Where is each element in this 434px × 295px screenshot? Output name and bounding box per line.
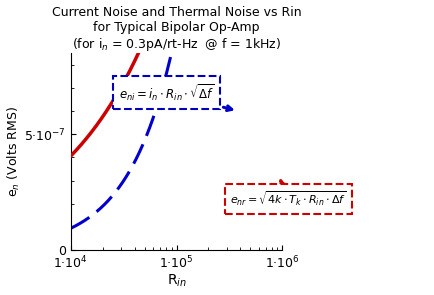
Text: $e_{ni} = i_n \cdot R_{in} \cdot \sqrt{\Delta f}$: $e_{ni} = i_n \cdot R_{in} \cdot \sqrt{\…	[118, 82, 232, 111]
Title: Current Noise and Thermal Noise vs Rin
for Typical Bipolar Op-Amp
(for i$_n$ = 0: Current Noise and Thermal Noise vs Rin f…	[52, 6, 301, 53]
Y-axis label: e$_n$ (Volts RMS): e$_n$ (Volts RMS)	[6, 106, 22, 197]
X-axis label: R$_{in}$: R$_{in}$	[167, 273, 187, 289]
Text: $e_{nr} = \sqrt{4k \cdot T_k \cdot R_{in} \cdot \Delta f}$: $e_{nr} = \sqrt{4k \cdot T_k \cdot R_{in…	[230, 181, 346, 209]
